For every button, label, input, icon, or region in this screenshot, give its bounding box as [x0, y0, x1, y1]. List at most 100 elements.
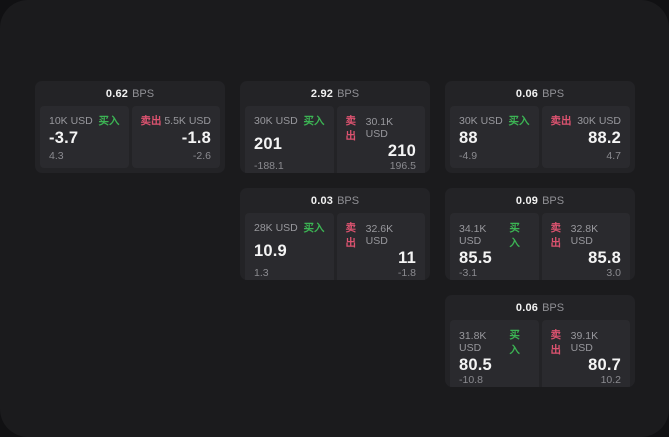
buy-label: 买入: [509, 222, 520, 249]
buy-amount: 10K USD: [49, 114, 93, 127]
bps-header: 2.92 BPS: [240, 81, 430, 106]
sell-tile[interactable]: 卖出 30.1K USD 210 196.5: [336, 106, 425, 173]
quote-grid: 0.62 BPS 10K USD 买入 -3.7 4.3 卖出: [35, 81, 635, 387]
bps-value: 0.03: [310, 194, 334, 207]
buy-tile-header: 30K USD 买入: [254, 113, 325, 128]
sell-tile-header: 卖出 32.8K USD: [551, 220, 622, 250]
sell-price: -1.8: [181, 129, 211, 148]
sell-tile-header: 卖出 30K USD: [551, 113, 622, 128]
bps-value: 0.06: [515, 301, 539, 314]
buy-tile[interactable]: 28K USD 买入 10.9 1.3: [245, 213, 334, 280]
buy-price: 80.5: [459, 356, 492, 374]
quote-card-body: 30K USD 买入 201 -188.1 卖出 30.1K USD 210 1…: [240, 106, 430, 173]
quote-card-body: 30K USD 买入 88 -4.9 卖出 30K USD 88.2 4.7: [445, 106, 635, 173]
quote-card-body: 28K USD 买入 10.9 1.3 卖出 32.6K USD 11 -1.8: [240, 213, 430, 280]
sell-change: -1.8: [397, 267, 416, 280]
buy-price: 88: [459, 129, 478, 148]
bps-unit-label: BPS: [542, 87, 565, 100]
quote-card: 0.62 BPS 10K USD 买入 -3.7 4.3 卖出: [35, 81, 225, 173]
buy-label: 买入: [509, 329, 520, 356]
buy-tile-header: 31.8K USD 买入: [459, 327, 530, 357]
sell-amount: 39.1K USD: [570, 330, 599, 354]
sell-price: 85.8: [588, 249, 621, 267]
buy-change: -10.8: [459, 374, 483, 387]
sell-amount: 32.6K USD: [365, 223, 394, 247]
buy-tile-header: 10K USD 买入: [49, 113, 120, 128]
sell-tile-header: 卖出 5.5K USD: [141, 113, 212, 128]
buy-tile[interactable]: 31.8K USD 买入 80.5 -10.8: [450, 320, 539, 387]
quote-card: 0.09 BPS 34.1K USD 买入 85.5 -3.1 卖出: [445, 188, 635, 280]
bps-header: 0.09 BPS: [445, 188, 635, 213]
sell-price: 80.7: [588, 356, 621, 374]
sell-price: 210: [387, 142, 416, 160]
sell-label: 卖出: [550, 329, 562, 356]
buy-tile-header: 34.1K USD 买入: [459, 220, 530, 250]
sell-label: 卖出: [550, 222, 562, 249]
buy-price: 85.5: [459, 249, 492, 267]
sell-tile[interactable]: 卖出 32.8K USD 85.8 3.0: [541, 213, 630, 280]
quote-card: 0.06 BPS 30K USD 买入 88 -4.9 卖出: [445, 81, 635, 173]
sell-change: -2.6: [192, 150, 211, 162]
sell-change: 196.5: [389, 160, 416, 173]
buy-amount: 31.8K USD: [459, 330, 487, 354]
sell-change: 4.7: [606, 150, 621, 162]
sell-amount: 30K USD: [577, 114, 621, 127]
buy-price: 201: [254, 134, 283, 153]
buy-change: -3.1: [459, 267, 478, 280]
bps-value: 0.09: [515, 194, 539, 207]
buy-tile[interactable]: 30K USD 买入 201 -188.1: [245, 106, 334, 173]
bps-unit-label: BPS: [542, 194, 565, 207]
buy-tile-header: 30K USD 买入: [459, 113, 530, 128]
bps-value: 0.62: [105, 87, 129, 100]
buy-price: -3.7: [49, 129, 79, 148]
buy-amount: 28K USD: [254, 221, 298, 234]
sell-amount: 5.5K USD: [164, 114, 211, 127]
buy-amount: 30K USD: [459, 114, 503, 127]
sell-price: 11: [398, 249, 416, 267]
buy-price: 10.9: [254, 241, 287, 260]
sell-tile-header: 卖出 39.1K USD: [551, 327, 622, 357]
buy-tile-header: 28K USD 买入: [254, 220, 325, 235]
sell-amount: 32.8K USD: [570, 223, 599, 247]
bps-header: 0.06 BPS: [445, 295, 635, 320]
quote-card-body: 34.1K USD 买入 85.5 -3.1 卖出 32.8K USD 85.8…: [445, 213, 635, 280]
bps-unit-label: BPS: [337, 194, 360, 207]
buy-label: 买入: [98, 115, 120, 127]
buy-change: -4.9: [459, 150, 478, 162]
buy-tile[interactable]: 34.1K USD 买入 85.5 -3.1: [450, 213, 539, 280]
bps-unit-label: BPS: [337, 87, 360, 100]
buy-tile[interactable]: 30K USD 买入 88 -4.9: [450, 106, 539, 168]
buy-label: 买入: [303, 222, 325, 234]
sell-price: 88.2: [588, 129, 621, 148]
sell-change: 3.0: [606, 267, 621, 280]
bps-header: 0.62 BPS: [35, 81, 225, 106]
buy-change: 4.3: [49, 150, 64, 162]
bps-value: 0.06: [515, 87, 539, 100]
buy-amount: 30K USD: [254, 114, 298, 127]
bps-header: 0.03 BPS: [240, 188, 430, 213]
quote-card: 0.03 BPS 28K USD 买入 10.9 1.3 卖出: [240, 188, 430, 280]
bps-unit-label: BPS: [132, 87, 155, 100]
buy-label: 买入: [508, 115, 530, 127]
quote-card: 0.06 BPS 31.8K USD 买入 80.5 -10.8 卖: [445, 295, 635, 387]
sell-label: 卖出: [140, 115, 162, 127]
buy-label: 买入: [303, 115, 325, 127]
buy-change: -188.1: [254, 160, 284, 173]
bps-unit-label: BPS: [542, 301, 565, 314]
buy-tile[interactable]: 10K USD 买入 -3.7 4.3: [40, 106, 129, 168]
quote-card-body: 31.8K USD 买入 80.5 -10.8 卖出 39.1K USD 80.…: [445, 320, 635, 387]
sell-label: 卖出: [345, 222, 357, 249]
sell-tile[interactable]: 卖出 39.1K USD 80.7 10.2: [541, 320, 630, 387]
sell-amount: 30.1K USD: [365, 116, 394, 140]
sell-tile[interactable]: 卖出 30K USD 88.2 4.7: [541, 106, 630, 168]
sell-tile[interactable]: 卖出 32.6K USD 11 -1.8: [336, 213, 425, 280]
sell-label: 卖出: [345, 115, 357, 142]
buy-amount: 34.1K USD: [459, 223, 487, 247]
bps-header: 0.06 BPS: [445, 81, 635, 106]
sell-tile[interactable]: 卖出 5.5K USD -1.8 -2.6: [131, 106, 220, 168]
sell-tile-header: 卖出 30.1K USD: [346, 113, 417, 143]
quote-card-body: 10K USD 买入 -3.7 4.3 卖出 5.5K USD -1.8 -2.…: [35, 106, 225, 173]
sell-tile-header: 卖出 32.6K USD: [346, 220, 417, 250]
